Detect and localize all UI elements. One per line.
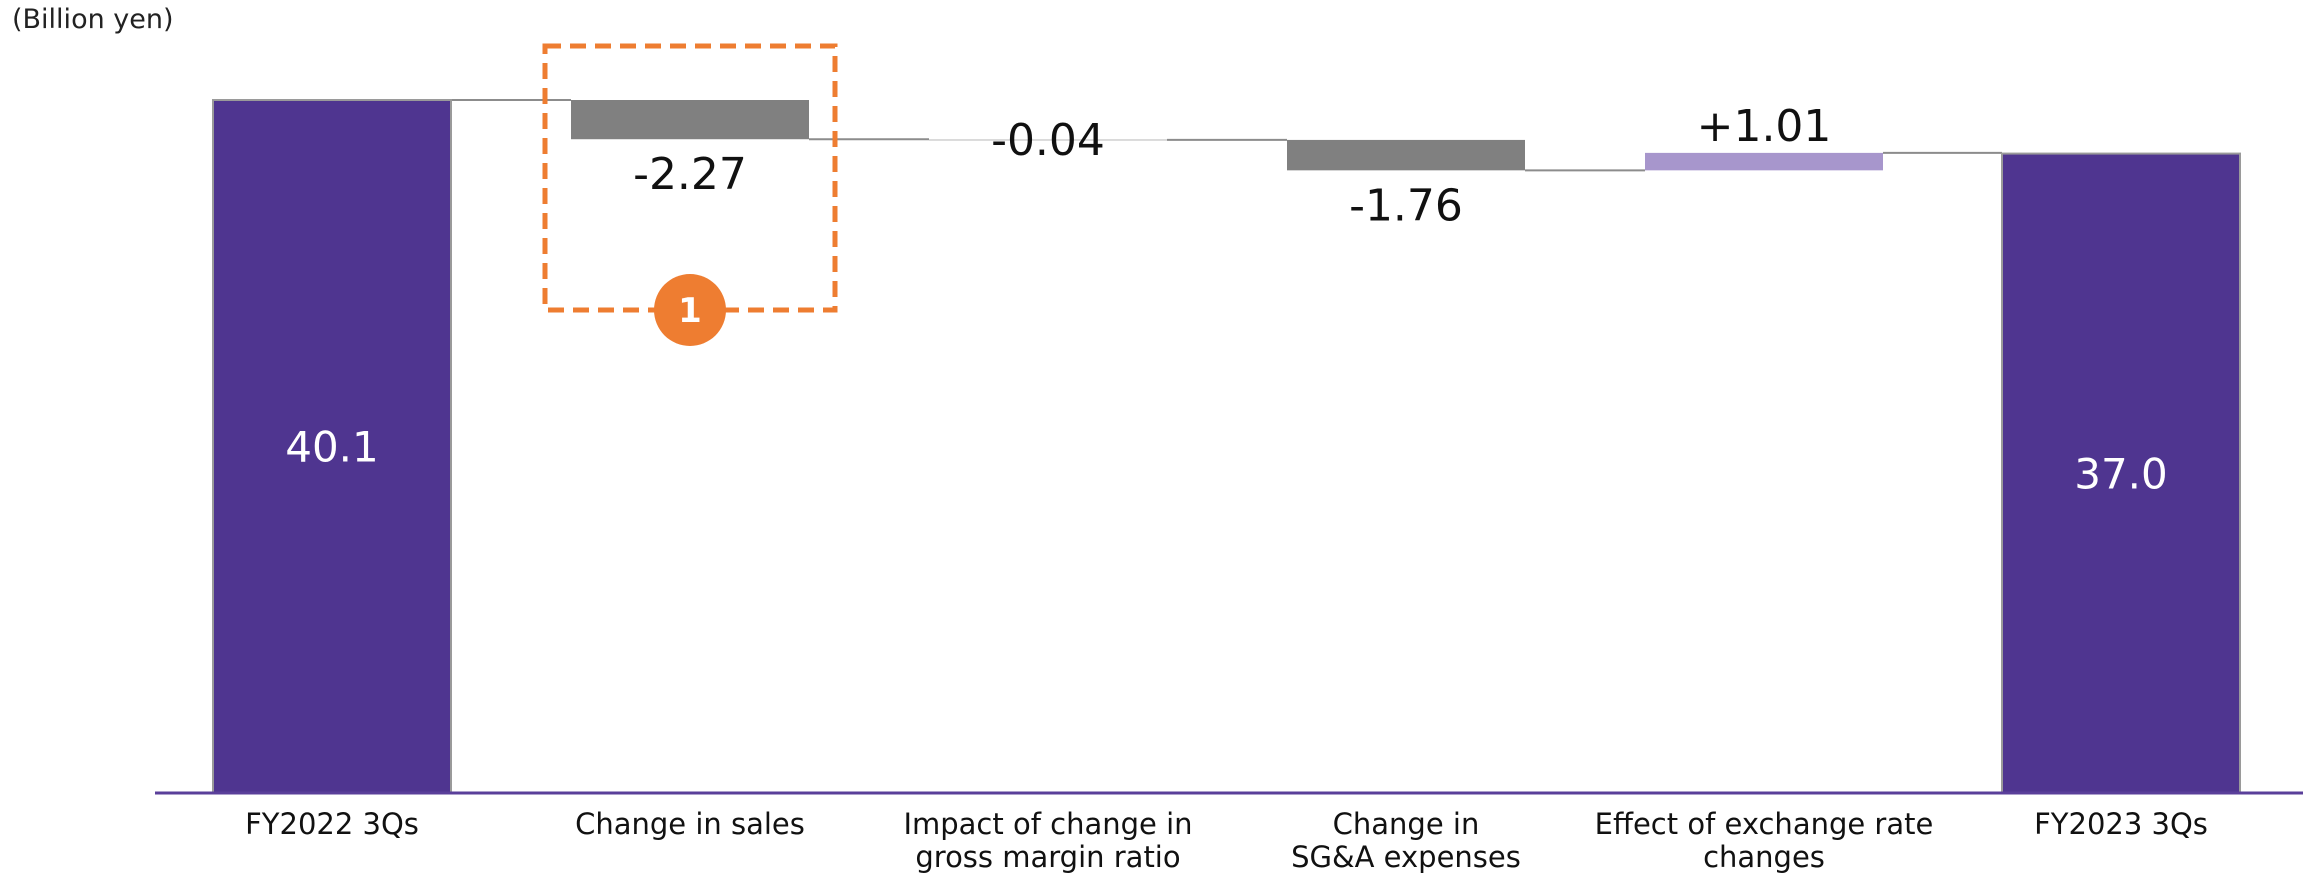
category-label-4: Change in SG&A expenses [1291, 807, 1521, 874]
highlight-box [542, 43, 838, 313]
value-label-4: -1.76 [1349, 180, 1463, 231]
category-label-3: Impact of change in gross margin ratio [903, 807, 1192, 874]
value-label-1: 40.1 [285, 423, 379, 472]
bar-5 [1645, 152, 1883, 171]
category-label-6: FY2023 3Qs [2034, 807, 2208, 841]
highlight-badge-label: 1 [678, 291, 702, 331]
category-label-5: Effect of exchange rate changes [1595, 807, 1934, 874]
value-label-3: -0.04 [991, 115, 1105, 166]
unit-label: (Billion yen) [12, 4, 174, 35]
highlight-badge [654, 274, 726, 346]
bar-3 [929, 139, 1167, 141]
category-label-2: Change in sales [575, 807, 805, 841]
category-label-1: FY2022 3Qs [245, 807, 419, 841]
bar-4 [1287, 139, 1525, 171]
bar-6 [2001, 152, 2241, 795]
bar-2 [571, 100, 809, 140]
value-label-6: 37.0 [2074, 449, 2168, 498]
value-label-2: -2.27 [633, 149, 747, 200]
value-label-5: +1.01 [1697, 101, 1832, 152]
bar-1 [212, 99, 452, 794]
